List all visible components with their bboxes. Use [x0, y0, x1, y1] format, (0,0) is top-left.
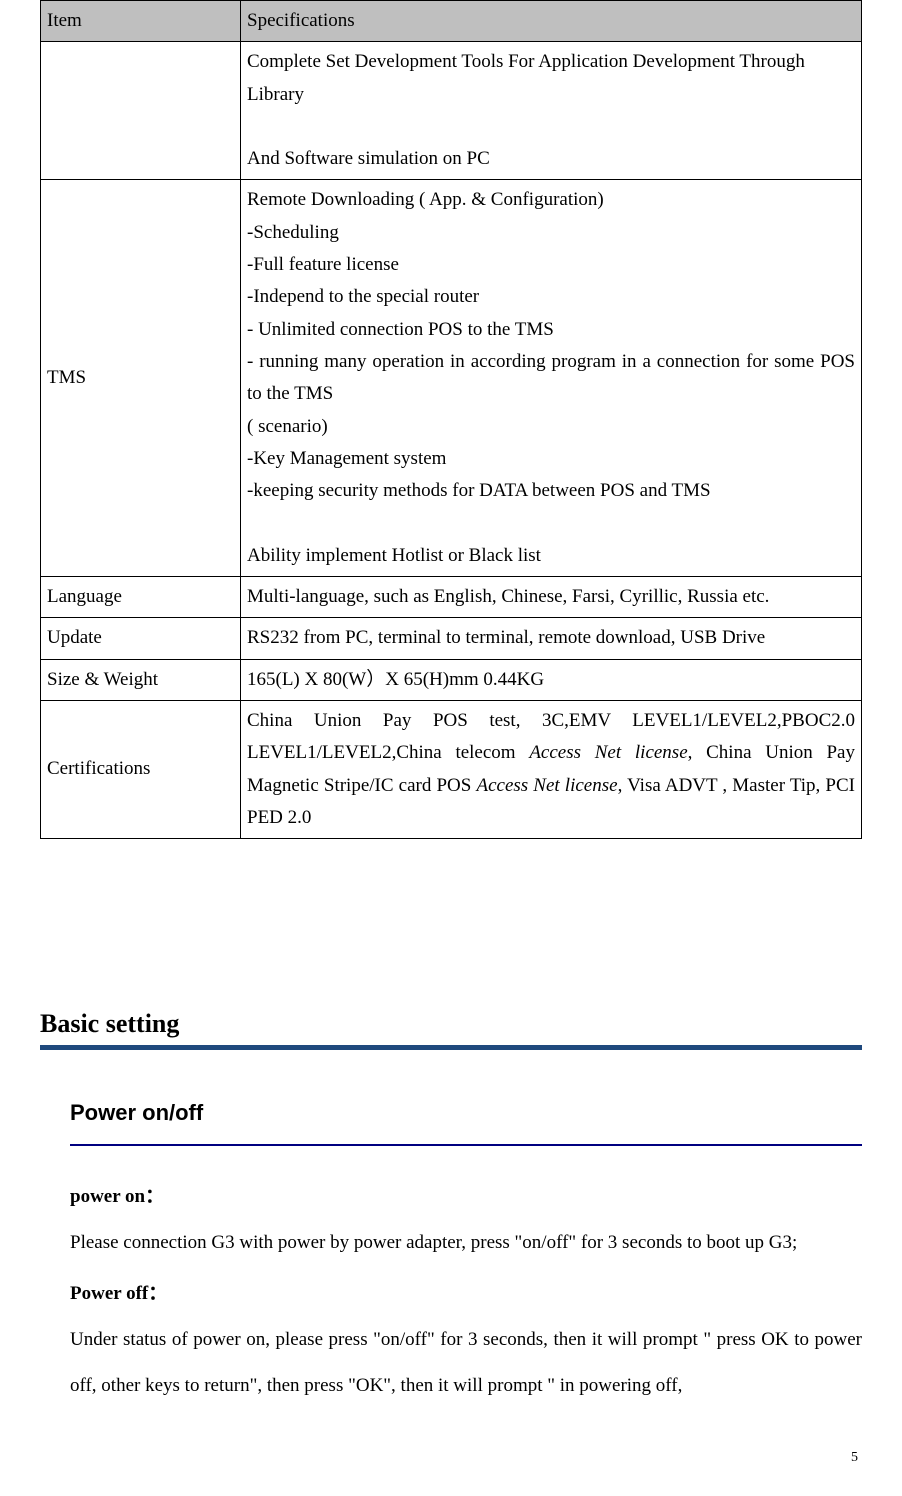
- power-off-text: Under status of power on, please press "…: [70, 1329, 862, 1396]
- cell-spec-update: RS232 from PC, terminal to terminal, rem…: [241, 618, 862, 659]
- cert-italic-2: Access Net license: [476, 775, 617, 796]
- cell-spec-certifications: China Union Pay POS test, 3C,EMV LEVEL1/…: [241, 700, 862, 838]
- header-spec: Specifications: [241, 1, 862, 42]
- cert-italic-1: Access Net license: [529, 742, 687, 763]
- section-heading-basic-setting: Basic setting: [40, 1009, 862, 1039]
- sub-underline: [70, 1144, 862, 1146]
- table-row-language: Language Multi-language, such as English…: [41, 577, 862, 618]
- sub-heading-power: Power on/off: [70, 1100, 862, 1126]
- section-underline: [40, 1045, 862, 1050]
- body-block: power on： Please connection G3 with powe…: [70, 1174, 862, 1408]
- cell-spec-tms: Remote Downloading ( App. & Configuratio…: [241, 180, 862, 577]
- cell-item-devtools: [41, 42, 241, 180]
- table-header-row: Item Specifications: [41, 1, 862, 42]
- cell-item-size: Size & Weight: [41, 659, 241, 700]
- power-on-label: power on：: [70, 1174, 862, 1220]
- cell-item-language: Language: [41, 577, 241, 618]
- cell-spec-language: Multi-language, such as English, Chinese…: [241, 577, 862, 618]
- table-row-certifications: Certifications China Union Pay POS test,…: [41, 700, 862, 838]
- header-item: Item: [41, 1, 241, 42]
- specifications-table: Item Specifications Complete Set Develop…: [40, 0, 862, 839]
- cell-item-tms: TMS: [41, 180, 241, 577]
- power-off-label: Power off：: [70, 1271, 862, 1317]
- cell-item-update: Update: [41, 618, 241, 659]
- table-row-size: Size & Weight 165(L) X 80(W）X 65(H)mm 0.…: [41, 659, 862, 700]
- table-row-tms: TMS Remote Downloading ( App. & Configur…: [41, 180, 862, 577]
- cell-spec-devtools: Complete Set Development Tools For Appli…: [241, 42, 862, 180]
- power-on-text: Please connection G3 with power by power…: [70, 1232, 797, 1253]
- page-number: 5: [851, 1450, 858, 1466]
- cell-spec-size: 165(L) X 80(W）X 65(H)mm 0.44KG: [241, 659, 862, 700]
- table-row-devtools: Complete Set Development Tools For Appli…: [41, 42, 862, 180]
- table-row-update: Update RS232 from PC, terminal to termin…: [41, 618, 862, 659]
- cell-item-certifications: Certifications: [41, 700, 241, 838]
